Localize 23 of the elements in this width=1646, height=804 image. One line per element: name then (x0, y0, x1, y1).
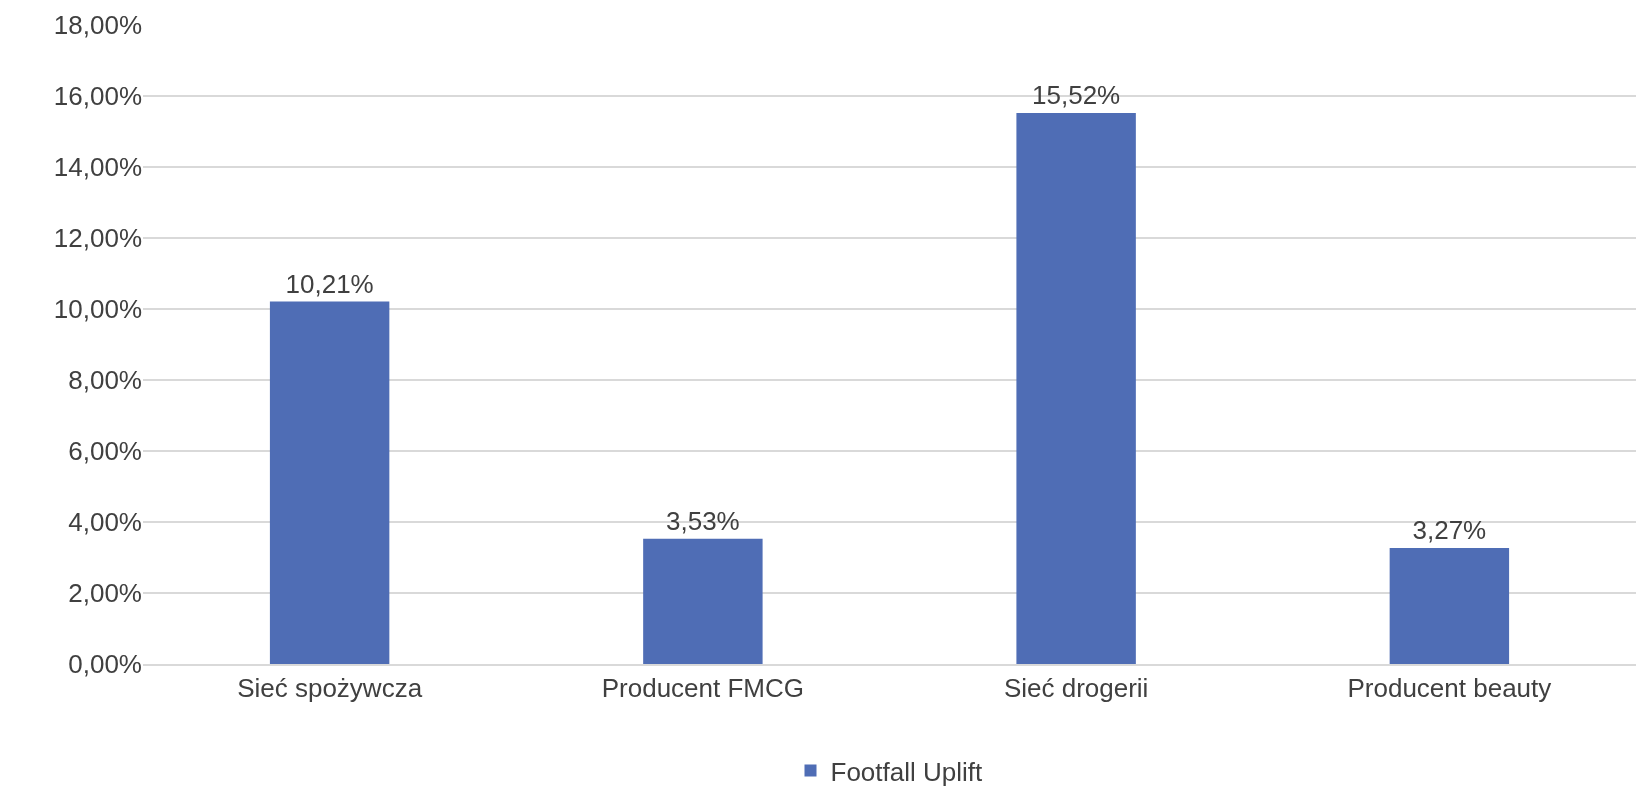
y-tick-label: 18,00% (53, 10, 142, 41)
data-label: 15,52% (1032, 80, 1121, 111)
data-label: 10,21% (285, 268, 374, 299)
y-tick-label: 4,00% (68, 507, 142, 538)
y-tick-label: 12,00% (53, 223, 142, 254)
bar (269, 301, 390, 664)
x-tick-label: Producent FMCG (601, 672, 805, 703)
x-tick-label: Sieć drogerii (1003, 672, 1149, 703)
bar (1016, 113, 1136, 664)
legend-label: Footfall Uplift (830, 756, 983, 787)
y-tick-label: 2,00% (68, 578, 142, 609)
y-tick-label: 0,00% (68, 649, 142, 680)
bar (1389, 547, 1510, 664)
bar (643, 538, 763, 664)
x-tick-label: Producent beauty (1347, 672, 1552, 703)
y-tick-label: 16,00% (53, 81, 142, 112)
y-tick-label: 6,00% (68, 436, 142, 467)
y-tick-label: 14,00% (53, 152, 142, 183)
data-label: 3,53% (666, 505, 740, 536)
y-tick-label: 8,00% (68, 365, 142, 396)
data-label: 3,27% (1412, 514, 1487, 545)
y-tick-label: 10,00% (53, 294, 142, 325)
x-tick-label: Sieć spożywcza (237, 672, 423, 703)
